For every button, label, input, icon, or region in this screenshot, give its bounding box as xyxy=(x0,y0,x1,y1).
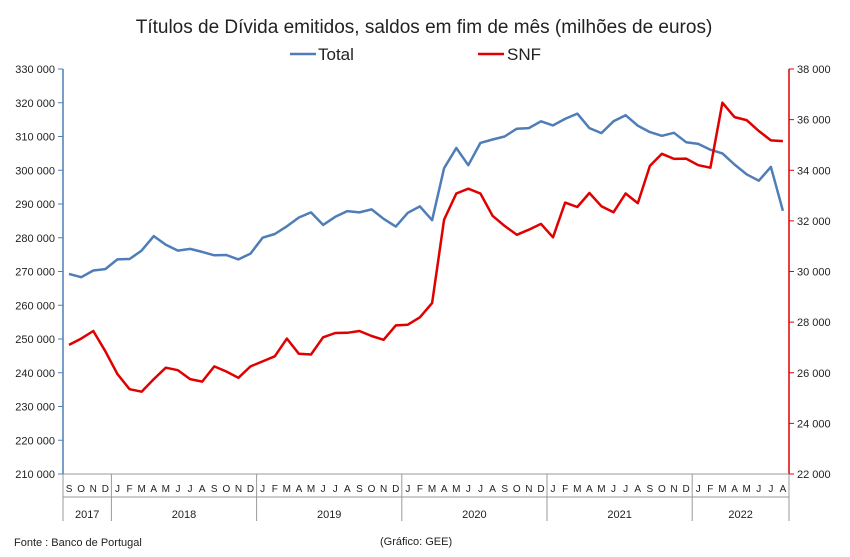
x-month-tick-label: M xyxy=(718,484,726,495)
x-month-tick-label: S xyxy=(647,484,654,495)
x-month-tick-label: S xyxy=(66,484,73,495)
x-month-tick-label: O xyxy=(658,484,666,495)
x-month-tick-label: F xyxy=(272,484,278,495)
x-month-tick-label: F xyxy=(126,484,132,495)
x-month-tick-label: J xyxy=(696,484,701,495)
x-year-label: 2017 xyxy=(75,509,99,521)
y-right-tick-label: 24 000 xyxy=(797,418,831,430)
y-right-tick-label: 36 000 xyxy=(797,115,831,127)
chart-legend: Total SNF xyxy=(290,45,541,64)
x-month-tick-label: M xyxy=(573,484,581,495)
y-right-tick-label: 32 000 xyxy=(797,216,831,228)
y-left-tick-label: 230 000 xyxy=(15,402,55,414)
y-right-tick-label: 34 000 xyxy=(797,165,831,177)
x-month-tick-label: A xyxy=(150,484,157,495)
x-year-label: 2020 xyxy=(462,509,486,521)
x-month-tick-label: N xyxy=(235,484,242,495)
x-month-tick-label: F xyxy=(562,484,568,495)
x-month-tick-label: O xyxy=(77,484,85,495)
y-left-tick-label: 270 000 xyxy=(15,267,55,279)
x-month-tick-label: N xyxy=(670,484,677,495)
x-month-tick-label: N xyxy=(380,484,387,495)
x-month-tick-label: O xyxy=(222,484,230,495)
y-left-tick-label: 250 000 xyxy=(15,334,55,346)
x-month-tick-label: O xyxy=(368,484,376,495)
x-year-label: 2019 xyxy=(317,509,341,521)
y-left-tick-label: 280 000 xyxy=(15,233,55,245)
y-left-tick-label: 300 000 xyxy=(15,165,55,177)
x-month-tick-label: M xyxy=(452,484,460,495)
x-month-tick-label: M xyxy=(428,484,436,495)
y-right-tick-label: 22 000 xyxy=(797,469,831,481)
x-month-tick-label: F xyxy=(707,484,713,495)
x-month-tick-label: J xyxy=(478,484,483,495)
x-month-tick-label: J xyxy=(115,484,120,495)
chart-axes: 210 000 220 000 230 000 240 000 250 000 260 0… xyxy=(15,64,831,521)
x-month-tick-label: A xyxy=(634,484,641,495)
x-month-tick-label: J xyxy=(466,484,471,495)
x-month-tick-label: M xyxy=(742,484,750,495)
x-month-tick-label: D xyxy=(247,484,254,495)
series-line-total xyxy=(68,112,785,279)
x-month-tick-label: J xyxy=(756,484,761,495)
y-right-tick-label: 26 000 xyxy=(797,368,831,380)
x-month-tick-label: J xyxy=(405,484,410,495)
x-month-tick-label: O xyxy=(513,484,521,495)
y-left-tick-label: 260 000 xyxy=(15,300,55,312)
x-year-label: 2018 xyxy=(172,509,196,521)
y-left-tick-label: 240 000 xyxy=(15,368,55,380)
y-left-tick-label: 310 000 xyxy=(15,132,55,144)
x-month-tick-label: J xyxy=(768,484,773,495)
x-month-tick-label: M xyxy=(597,484,605,495)
x-month-tick-label: F xyxy=(417,484,423,495)
x-month-tick-label: J xyxy=(551,484,556,495)
x-month-tick-label: S xyxy=(356,484,363,495)
x-month-tick-label: A xyxy=(489,484,496,495)
y-right-tick-label: 38 000 xyxy=(797,64,831,76)
y-left-tick-label: 210 000 xyxy=(15,469,55,481)
x-month-tick-label: D xyxy=(683,484,690,495)
legend-total-label: Total xyxy=(318,45,354,64)
y-left-tick-label: 320 000 xyxy=(15,98,55,110)
source-note: Fonte : Banco de Portugal xyxy=(14,537,142,549)
x-month-tick-label: S xyxy=(501,484,508,495)
x-month-tick-label: J xyxy=(260,484,265,495)
x-month-tick-label: A xyxy=(780,484,787,495)
x-month-tick-label: A xyxy=(586,484,593,495)
x-month-tick-label: J xyxy=(321,484,326,495)
x-month-tick-label: D xyxy=(392,484,399,495)
x-month-tick-label: M xyxy=(307,484,315,495)
x-month-tick-label: J xyxy=(175,484,180,495)
x-month-tick-label: A xyxy=(199,484,206,495)
x-month-tick-label: D xyxy=(537,484,544,495)
y-right-tick-label: 30 000 xyxy=(797,267,831,279)
x-month-tick-label: M xyxy=(283,484,291,495)
x-month-tick-label: D xyxy=(102,484,109,495)
x-year-label: 2021 xyxy=(607,509,631,521)
x-month-tick-label: N xyxy=(90,484,97,495)
y-left-tick-label: 330 000 xyxy=(15,64,55,76)
series-line-snf xyxy=(68,101,783,393)
x-month-tick-label: M xyxy=(162,484,170,495)
x-month-tick-label: M xyxy=(137,484,145,495)
x-month-tick-label: J xyxy=(333,484,338,495)
y-right-tick-label: 28 000 xyxy=(797,317,831,329)
x-month-tick-label: N xyxy=(525,484,532,495)
credit-note: (Gráfico: GEE) xyxy=(380,536,452,548)
chart-series xyxy=(68,101,785,393)
y-left-tick-label: 220 000 xyxy=(15,435,55,447)
chart-title: Títulos de Dívida emitidos, saldos em fi… xyxy=(136,17,713,38)
x-month-tick-label: J xyxy=(623,484,628,495)
legend-snf-label: SNF xyxy=(507,45,541,64)
x-month-tick-label: A xyxy=(296,484,303,495)
x-month-tick-label: A xyxy=(441,484,448,495)
x-year-label: 2022 xyxy=(728,509,752,521)
x-month-tick-label: J xyxy=(611,484,616,495)
x-month-tick-label: A xyxy=(344,484,351,495)
x-month-tick-label: S xyxy=(211,484,218,495)
x-month-tick-label: A xyxy=(731,484,738,495)
y-left-tick-label: 290 000 xyxy=(15,199,55,211)
x-month-tick-label: J xyxy=(188,484,193,495)
